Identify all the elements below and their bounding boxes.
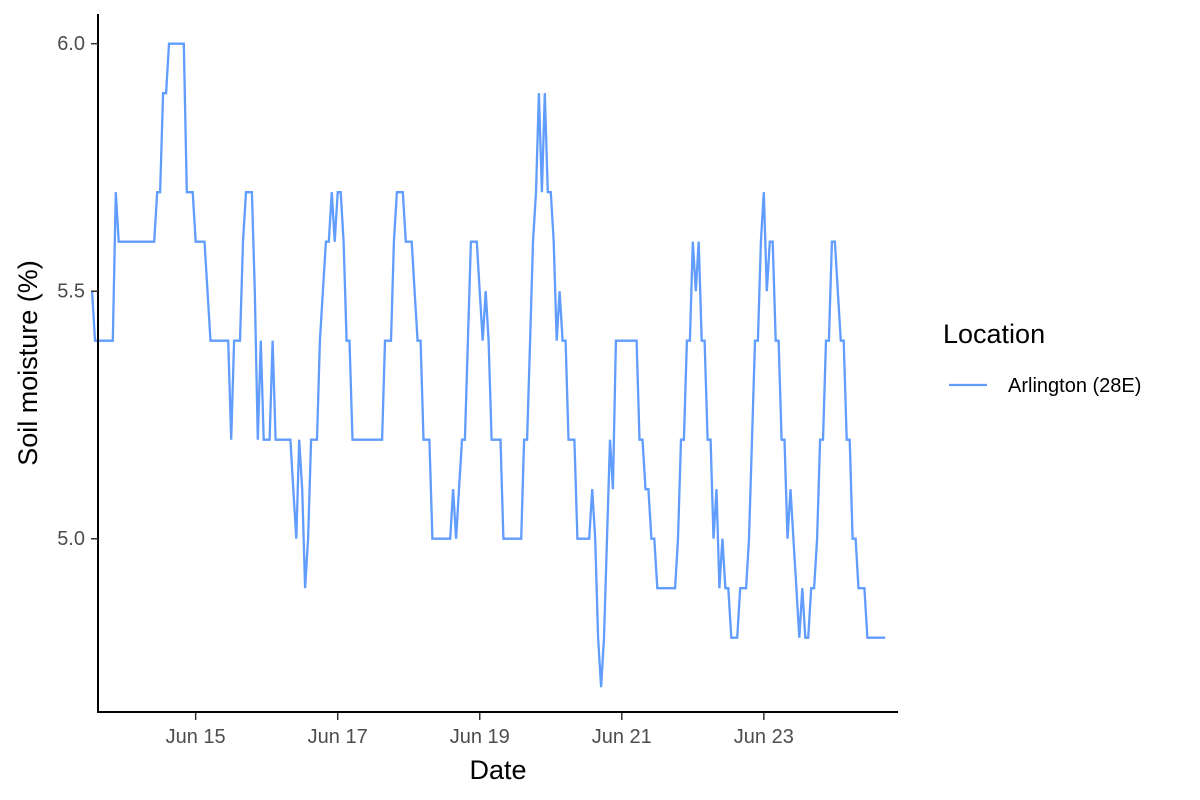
y-tick-label: 5.5 (57, 281, 85, 303)
legend-label: Arlington (28E) (1008, 375, 1141, 397)
x-tick-label: Jun 23 (734, 726, 794, 748)
x-tick-label: Jun 21 (592, 726, 652, 748)
y-axis-title: Soil moisture (%) (13, 260, 43, 466)
x-tick-label: Jun 17 (308, 726, 368, 748)
y-tick-label: 6.0 (57, 33, 85, 55)
y-axis-ticks: 5.0 5.5 6.0 (57, 33, 98, 550)
y-tick-label: 5.0 (57, 528, 85, 550)
legend: Location Arlington (28E) (943, 319, 1141, 397)
x-axis-ticks: Jun 15 Jun 17 Jun 19 Jun 21 Jun 23 (166, 713, 794, 748)
x-axis-title: Date (469, 755, 526, 785)
series-line-arlington (90, 42, 886, 688)
plot-area (90, 42, 886, 688)
x-tick-label: Jun 19 (450, 726, 510, 748)
x-tick-label: Jun 15 (166, 726, 226, 748)
legend-title: Location (943, 319, 1045, 349)
